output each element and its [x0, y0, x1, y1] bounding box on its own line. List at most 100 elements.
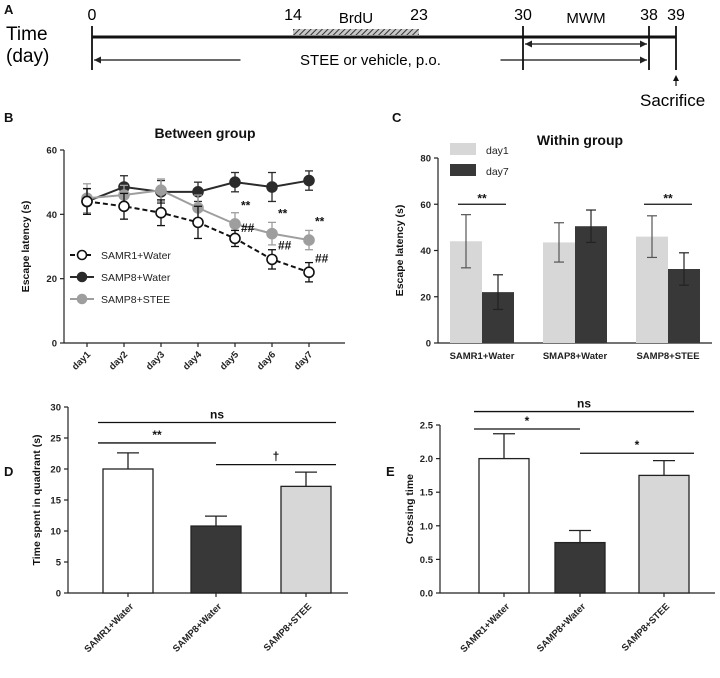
legend-marker-SAMP8+STEE	[76, 293, 88, 305]
data-point-SAMR1+Water-day2	[118, 200, 130, 213]
mwm-label: MWM	[566, 10, 605, 27]
timeline-tick-label-39: 39	[667, 7, 685, 24]
legend-marker-SAMP8+Water	[76, 271, 88, 283]
data-point-SAMR1+Water-day7	[303, 266, 315, 279]
timeline-tick-label-38: 38	[640, 7, 658, 24]
annotation-b-1: **	[278, 207, 288, 221]
annotation-c-0: **	[477, 191, 487, 205]
y-tick-label-D-15: 15	[50, 496, 61, 507]
annotation-D-2: †	[273, 450, 280, 464]
y-tick-label-C-20: 20	[420, 292, 431, 303]
y-axis-label-C: Escape latency (s)	[394, 205, 406, 297]
x-tick-label-b-day1: day1	[70, 349, 94, 373]
y-axis-label-E: Crossing time	[404, 474, 416, 544]
x-tick-label-c-SMAP8+Water: SMAP8+Water	[543, 351, 608, 362]
treatment-arrow-right	[640, 56, 647, 64]
bar-E-SAMR1+Water	[478, 457, 530, 594]
y-tick-label-D-5: 5	[56, 558, 62, 569]
chart-title-b: Between group	[154, 125, 255, 141]
sacrifice-label: Sacrifice	[640, 91, 705, 110]
timeline-tick-label-30: 30	[514, 7, 532, 24]
chart-title-c: Within group	[537, 132, 623, 148]
legend-label-day1: day1	[486, 145, 509, 157]
y-tick-label-D-0: 0	[56, 589, 61, 600]
x-tick-label-E-SAMR1+Water: SAMR1+Water	[458, 601, 512, 655]
y-tick-label-C-80: 80	[420, 154, 431, 165]
data-point-SAMR1+Water-day1	[81, 195, 93, 208]
annotation-b-3: **	[315, 215, 325, 229]
y-tick-label-D-25: 25	[50, 434, 61, 445]
brdu-bar	[293, 29, 419, 35]
y-tick-label-D-10: 10	[50, 527, 61, 538]
legend-marker-SAMR1+Water	[76, 249, 88, 261]
annotation-b-4: ##	[241, 221, 255, 235]
y-tick-label-B-40: 40	[46, 210, 57, 221]
legend-swatch-day7	[450, 164, 476, 176]
data-point-SAMP8+STEE-day7	[303, 234, 315, 246]
data-point-SAMR1+Water-day4	[192, 216, 204, 229]
treatment-arrow-left	[94, 56, 101, 64]
x-tick-label-D-SAMR1+Water: SAMR1+Water	[82, 601, 136, 655]
legend-label-SAMR1+Water: SAMR1+Water	[101, 250, 171, 262]
data-point-SAMP8+STEE-day5	[229, 218, 241, 230]
bar-D-SAMP8+STEE	[280, 485, 332, 594]
data-point-SAMP8+STEE-day3	[155, 184, 167, 197]
y-tick-label-E-2.5: 2.5	[420, 421, 434, 432]
annotation-E-1: *	[525, 414, 530, 428]
x-tick-label-c-SAMP8+STEE: SAMP8+STEE	[636, 351, 699, 362]
treatment-label-bg	[240, 52, 501, 68]
y-tick-label-D-20: 20	[50, 465, 61, 476]
sacrifice-arrow-head	[673, 75, 679, 81]
x-tick-label-c-SAMR1+Water: SAMR1+Water	[450, 351, 515, 362]
legend-swatch-day1	[450, 143, 476, 155]
annotation-b-2: ##	[278, 239, 292, 253]
y-tick-label-E-1.5: 1.5	[420, 488, 434, 499]
data-point-SAMP8+Water-day6	[266, 181, 278, 193]
x-tick-label-b-day5: day5	[218, 349, 242, 373]
data-point-SAMP8+Water-day5	[229, 176, 241, 188]
bar-D-SAMP8+Water	[190, 525, 242, 594]
y-axis-label-D: Time spent in quadrant (s)	[31, 434, 43, 565]
data-point-SAMP8+STEE-day6	[266, 227, 278, 240]
annotation-c-1: **	[663, 191, 673, 205]
y-tick-label-C-40: 40	[420, 246, 431, 257]
timeline-tick-label-14: 14	[284, 7, 302, 24]
legend-label-day7: day7	[486, 166, 509, 178]
panel-label-e: E	[386, 464, 395, 479]
y-tick-label-B-0: 0	[52, 339, 57, 350]
timeline-tick-label-0: 0	[88, 7, 97, 24]
y-axis-label-B: Escape latency (s)	[20, 201, 32, 293]
x-tick-label-b-day7: day7	[292, 349, 315, 372]
x-tick-label-D-SAMP8+Water: SAMP8+Water	[171, 601, 224, 654]
panel-label-d: D	[4, 464, 13, 479]
x-tick-label-b-day2: day2	[107, 349, 130, 372]
x-tick-label-D-SAMP8+STEE: SAMP8+STEE	[262, 601, 314, 653]
y-tick-label-D-30: 30	[50, 403, 61, 414]
data-point-SAMR1+Water-day6	[266, 253, 278, 266]
y-tick-label-E-2.0: 2.0	[420, 454, 433, 465]
x-tick-label-E-SAMP8+STEE: SAMP8+STEE	[620, 601, 672, 653]
data-point-SAMR1+Water-day3	[155, 206, 167, 219]
x-tick-label-b-day3: day3	[144, 349, 167, 372]
annotation-D-1: **	[152, 428, 162, 442]
annotation-D-0: ns	[210, 408, 224, 422]
panel-label-b: B	[4, 110, 13, 125]
legend-label-SAMP8+STEE: SAMP8+STEE	[101, 294, 170, 306]
annotation-b-0: **	[241, 199, 251, 213]
bar-E-SAMP8+STEE	[638, 474, 690, 594]
x-tick-label-E-SAMP8+Water: SAMP8+Water	[535, 601, 588, 654]
bar-day7-SMAP8+Water	[575, 226, 607, 343]
y-tick-label-B-20: 20	[46, 274, 57, 285]
y-tick-label-C-60: 60	[420, 200, 431, 211]
x-tick-label-b-day6: day6	[255, 349, 278, 372]
panel-label-c: C	[392, 110, 402, 125]
mwm-arrow-left	[525, 40, 532, 48]
brdu-label: BrdU	[339, 10, 373, 27]
bar-E-SAMP8+Water	[554, 541, 606, 594]
panel-label-a: A	[4, 2, 14, 17]
timeline-axis-label-day: (day)	[6, 46, 49, 67]
y-tick-label-E-1.0: 1.0	[420, 521, 433, 532]
annotation-E-2: *	[635, 438, 640, 452]
timeline-tick-label-23: 23	[410, 7, 428, 24]
